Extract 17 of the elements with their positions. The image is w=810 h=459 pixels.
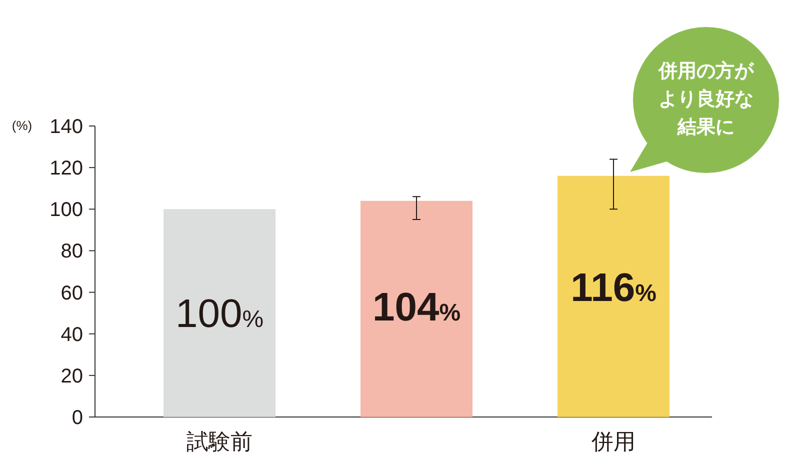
data-label: 116% (570, 266, 656, 310)
text: 併用の方が (658, 60, 754, 82)
y-tick-label: 20 (60, 365, 83, 388)
x-tick-label: 試験前 (186, 429, 252, 454)
y-tick-label: 80 (60, 240, 83, 263)
y-axis-title: (%) (12, 118, 32, 133)
data-label: 104% (372, 286, 461, 330)
y-tick-label: 60 (60, 282, 83, 304)
y-tick-label: 140 (50, 116, 83, 138)
y-tick-label: 0 (72, 407, 83, 429)
data-label: 100% (175, 292, 264, 336)
y-tick-label: 40 (60, 324, 83, 346)
text: より良好な (658, 88, 754, 110)
y-tick-label: 120 (50, 158, 83, 180)
x-tick-label: 併用 (590, 429, 636, 454)
annotation: 結果に (676, 117, 734, 138)
y-tick-label: 100 (50, 199, 83, 222)
